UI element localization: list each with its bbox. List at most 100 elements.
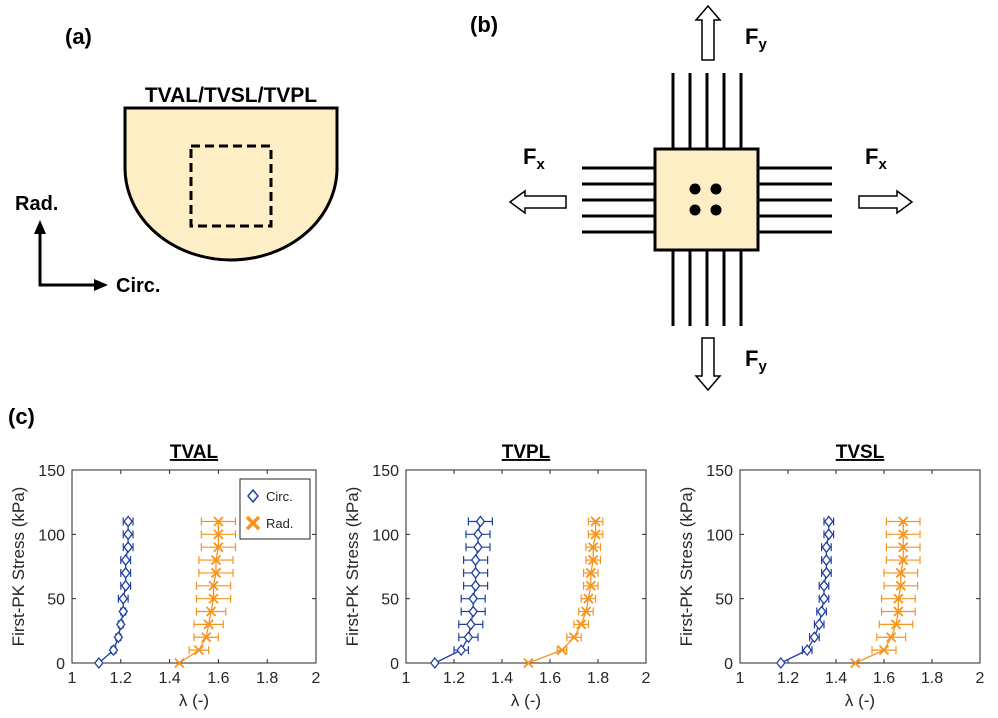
data-point (94, 656, 104, 670)
data-point (802, 644, 813, 657)
x-tick-label: 1.2 (110, 670, 132, 687)
panel-a-title: TVAL/TVSL/TVPL (145, 84, 317, 107)
data-point (895, 580, 906, 591)
series-circ (429, 515, 493, 670)
data-point (898, 542, 909, 553)
circumferential-axis-label: Circ. (116, 275, 160, 297)
x-tick-label: 1.2 (443, 670, 465, 687)
data-point (819, 592, 829, 605)
series-circ (94, 515, 134, 670)
data-point (213, 542, 224, 553)
data-point (210, 567, 222, 579)
y-tick-label: 100 (38, 527, 65, 544)
chart-tvpl: TVPL 1 1.2 1.4 1.6 1.8 2 0 50 100 150 λ (-) First-PK… (343, 442, 651, 710)
data-point (120, 554, 131, 567)
data-point (893, 606, 904, 617)
plot-frame (739, 469, 981, 664)
data-point (193, 644, 205, 656)
data-point (823, 515, 834, 528)
data-point (205, 606, 217, 617)
data-point (463, 631, 474, 644)
x-axis-label: λ (-) (179, 691, 209, 710)
data-point (113, 631, 124, 644)
data-point (821, 554, 832, 567)
series-rad (174, 516, 237, 669)
x-tick-label: 1 (402, 670, 411, 687)
x-tick-label: 2 (976, 670, 985, 687)
data-point (473, 528, 483, 541)
x-tick-label: 2 (642, 670, 651, 687)
x-tick-label: 1.6 (207, 670, 229, 687)
data-point (893, 593, 904, 604)
data-point (120, 579, 131, 592)
data-point (588, 542, 599, 553)
data-point (580, 606, 592, 617)
data-point (470, 566, 481, 579)
data-point (470, 579, 481, 592)
data-point (123, 528, 133, 541)
y-tick-label: 150 (706, 463, 733, 480)
y-axis-label: First-PK Stress (kPa) (343, 487, 362, 647)
data-point (120, 566, 131, 579)
series-rad (850, 516, 921, 669)
tissue-sample-shape (123, 106, 339, 262)
force-x-right-label: Fx (865, 144, 887, 173)
data-point (585, 580, 596, 591)
data-point (468, 605, 479, 618)
x-tick-label: 1.4 (158, 670, 180, 687)
chart-title: TVAL (170, 442, 219, 463)
specimen-square (653, 147, 760, 252)
panel-a: (a) TVAL/TVSL/TVPL Rad. Circ. (15, 24, 339, 297)
data-point (556, 644, 568, 656)
chart-tvsl: TVSL 1 1.2 1.4 1.6 1.8 2 0 50 100 150 λ (-) First-PK… (677, 442, 985, 710)
data-point (895, 567, 906, 579)
data-point (523, 657, 534, 669)
chart-title: TVSL (836, 442, 885, 463)
x-tick-label: 2 (312, 670, 321, 687)
data-point (583, 593, 594, 604)
data-point (213, 529, 224, 540)
x-tick-label: 1.8 (256, 670, 278, 687)
y-tick-label: 0 (390, 656, 399, 673)
series-circ (775, 515, 835, 670)
data-point (118, 605, 129, 618)
data-point (475, 515, 486, 528)
chart-title: TVPL (502, 442, 551, 463)
force-x-right-arrow-icon (858, 189, 914, 215)
data-point (816, 605, 827, 618)
x-tick-label: 1 (736, 670, 745, 687)
data-point (468, 592, 479, 605)
fiducial-markers (689, 183, 722, 216)
legend: Circ. Rad. (239, 478, 311, 540)
y-tick-label: 100 (372, 527, 399, 544)
data-point (174, 657, 185, 669)
x-tick-label: 1.4 (491, 670, 513, 687)
y-tick-label: 0 (56, 656, 65, 673)
circumferential-arrowhead-icon (94, 279, 108, 291)
force-x-left-arrow-icon (508, 189, 567, 215)
chart-tval: TVAL 1 1.2 1.4 1.6 1.8 2 0 50 100 150 λ (-) First-PK… (9, 442, 321, 710)
force-x-left-label: Fx (523, 144, 545, 173)
data-point (108, 644, 119, 657)
data-point (775, 656, 786, 670)
panel-b-label: (b) (470, 12, 498, 37)
data-point (470, 554, 481, 567)
y-tick-label: 50 (47, 592, 65, 609)
panel-c-label: (c) (8, 404, 35, 429)
data-point (850, 657, 861, 669)
x-tick-label: 1.6 (873, 670, 895, 687)
data-point (201, 632, 212, 643)
x-tick-label: 1.6 (539, 670, 561, 687)
data-point (115, 618, 126, 631)
x-tick-label: 1.8 (587, 670, 609, 687)
force-y-down-arrow-icon (694, 337, 722, 392)
series-rad (523, 516, 604, 669)
y-tick-label: 150 (38, 463, 65, 480)
data-point (823, 528, 834, 541)
radial-arrowhead-icon (34, 220, 46, 234)
y-tick-label: 100 (706, 527, 733, 544)
y-tick-label: 0 (724, 656, 733, 673)
x-tick-label: 1.8 (921, 670, 943, 687)
y-tick-label: 50 (715, 592, 733, 609)
data-point (123, 515, 133, 528)
